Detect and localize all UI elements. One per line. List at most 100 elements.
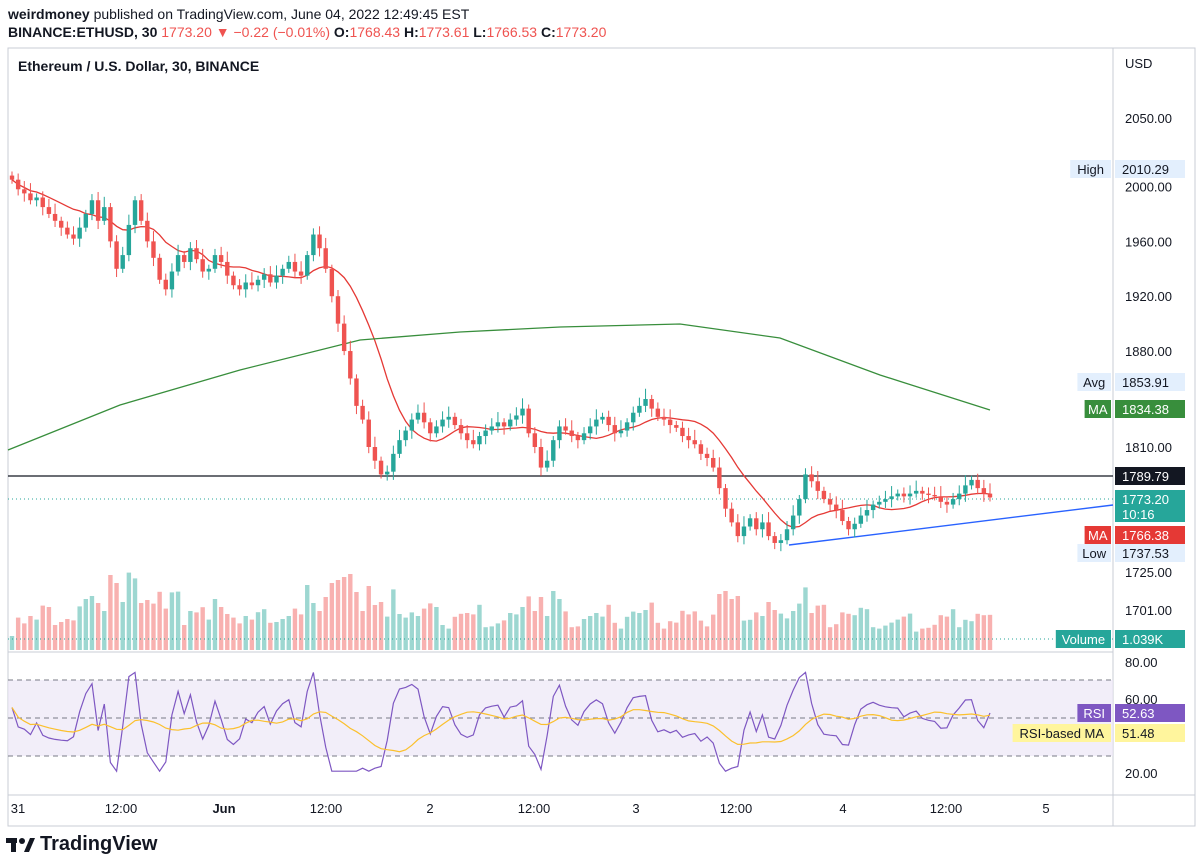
candle-body: [538, 447, 544, 468]
candle-body: [360, 405, 365, 420]
volume-bar: [729, 599, 734, 650]
candle-body: [120, 255, 125, 269]
candle-body: [428, 422, 433, 434]
volume-bar: [889, 622, 894, 650]
volume-bar: [508, 613, 513, 650]
candle-body: [649, 399, 654, 409]
volume-bar: [188, 611, 193, 650]
candle-body: [926, 493, 931, 495]
volume-bar: [440, 625, 445, 650]
candle-body: [692, 440, 697, 445]
volume-bar: [46, 607, 52, 650]
candle-body: [341, 323, 347, 352]
candle-body: [920, 490, 925, 494]
candle-body: [618, 430, 624, 434]
volume-bar: [790, 611, 796, 650]
time-axis: 31 12:00 Jun 12:00 2 12:00 3 12:00 4 12:00 5: [11, 801, 1050, 816]
volume-bar: [151, 603, 156, 650]
volume-bar: [120, 602, 125, 650]
volume-bar: [206, 619, 212, 650]
candle-body: [655, 408, 661, 417]
price-tick: 1810.00: [1125, 440, 1172, 455]
candle-body: [15, 179, 21, 190]
candle-body: [557, 426, 562, 441]
tradingview-logo[interactable]: TradingView: [6, 832, 157, 856]
price-change: −0.22 (−0.01%): [233, 24, 331, 40]
candle-body: [200, 259, 205, 272]
candle-body: [981, 488, 987, 494]
candle-body: [717, 467, 722, 489]
volume-bar: [483, 627, 488, 650]
ma200-label: MA 1834.38: [1084, 400, 1185, 418]
candle-body: [458, 425, 464, 434]
volume-bar: [157, 591, 162, 650]
volume-bar: [901, 616, 907, 650]
candle-body: [883, 499, 888, 502]
trendline: [788, 504, 1114, 546]
high-value: 1773.61: [418, 24, 470, 40]
candle-body: [71, 234, 76, 239]
candle-body: [877, 501, 882, 505]
volume-bar: [532, 611, 538, 650]
time-tick: 4: [839, 801, 846, 816]
volume-bar: [225, 614, 230, 650]
candle-body: [163, 279, 168, 290]
volume-bar: [428, 603, 433, 650]
high-label: H:: [403, 24, 419, 40]
volume-bar: [65, 619, 70, 650]
volume-bar: [649, 602, 654, 650]
volume-name-bg: [1055, 630, 1111, 648]
volume-bar: [932, 624, 937, 650]
volume-bar: [563, 611, 568, 650]
candle-body: [551, 440, 556, 461]
volume-bar: [354, 592, 359, 650]
price-tick: 1725.00: [1125, 565, 1172, 580]
candle-body: [723, 488, 728, 509]
candle-body: [22, 189, 27, 194]
volume-bar: [723, 591, 728, 650]
candle-body: [938, 496, 943, 502]
volume-bar: [772, 610, 777, 650]
time-tick: 31: [11, 801, 25, 816]
rsi-label: RSI 52.63: [1077, 704, 1185, 722]
volume-bar: [846, 613, 851, 650]
candle-body: [126, 224, 132, 256]
candle-body: [354, 378, 359, 406]
volume-bar: [895, 619, 900, 650]
volume-bar: [594, 613, 599, 650]
candle-body: [661, 416, 667, 420]
volume-bar: [200, 607, 205, 650]
candle-body: [434, 426, 439, 434]
rsi-value-bg: [1115, 704, 1185, 722]
volume-bar: [544, 616, 550, 650]
time-tick: 12:00: [720, 801, 753, 816]
ma50-label: MA 1766.38: [1084, 526, 1185, 544]
candle-body: [514, 415, 519, 420]
volume-bar: [83, 599, 89, 650]
volume-bar: [89, 596, 95, 650]
volume-bar: [317, 611, 322, 650]
chart-frame: [7, 47, 1196, 827]
tradingview-logo-icon: [6, 838, 35, 852]
volume-bar: [674, 622, 679, 650]
rsi-lines: [11, 671, 991, 773]
volume-bar: [840, 612, 845, 650]
candle-body: [594, 419, 599, 427]
candle-body: [698, 444, 704, 454]
candle-body: [471, 440, 476, 445]
high-name: High: [1077, 162, 1104, 177]
ma50-name-bg: [1084, 526, 1111, 544]
candle-body: [790, 515, 796, 530]
volume-bar: [9, 636, 15, 650]
close-value: 1773.20: [555, 24, 607, 40]
volume-bar: [237, 623, 242, 650]
rsi-tick: 80.00: [1125, 655, 1158, 670]
candle-body: [680, 427, 685, 437]
candle-body: [932, 494, 937, 497]
volume-bar: [913, 631, 919, 650]
candle-body: [729, 508, 734, 523]
ma-long-line: [7, 323, 991, 451]
candle-body: [34, 197, 39, 201]
candle-body: [261, 274, 267, 280]
